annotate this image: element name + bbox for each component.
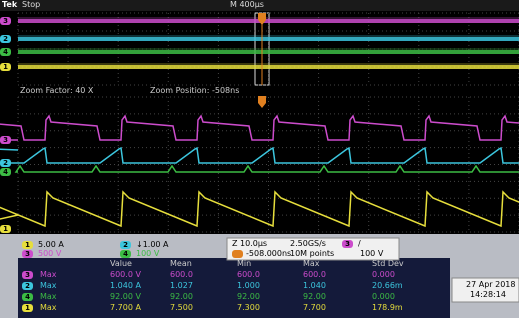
logo: Tek (2, 0, 17, 10)
channel-scale: 500 V (38, 249, 61, 259)
row-channel: 4 (22, 293, 33, 301)
table-cell: 600.0 (303, 270, 326, 280)
overview-channel-marker: 1 (0, 63, 11, 71)
zoom-scale: Z 10.0µs (232, 239, 267, 249)
overview-trace (18, 37, 519, 41)
timebase: M 400µs (230, 0, 264, 10)
table-cell: 1.000 (237, 281, 260, 291)
table-cell: 7.300 (237, 303, 260, 313)
table-header: Mean (170, 259, 192, 269)
trigger-source: 3 (342, 240, 353, 248)
row-channel: 3 (22, 271, 33, 279)
sample-rate: 2.50GS/s (290, 239, 326, 249)
overview-trace (18, 65, 519, 69)
channel-marker: 3 (0, 136, 11, 144)
table-cell: 7.700 A (110, 303, 141, 313)
table-cell: 1.040 (303, 281, 326, 291)
table-cell: 7.500 (170, 303, 193, 313)
overview-channel-marker: 2 (0, 35, 11, 43)
row-channel: 1 (22, 304, 33, 312)
channel-badge: 4 (120, 250, 131, 258)
channel-marker: 2 (0, 159, 11, 167)
overview-channel-marker: 4 (0, 48, 11, 56)
trigger-position: -508.000ns (246, 249, 291, 259)
channel-badge: 1 (22, 241, 33, 249)
channel-marker: 1 (0, 225, 11, 233)
table-cell: 600.0 (170, 270, 193, 280)
table-header: Value (110, 259, 132, 269)
table-header: Std Dev (372, 259, 404, 269)
date: 27 Apr 2018 (466, 280, 515, 290)
row-type: Max (40, 281, 57, 291)
table-cell: 1.027 (170, 281, 193, 291)
table-cell: 92.00 (237, 292, 260, 302)
table-cell: 1.040 A (110, 281, 141, 291)
trigger-level: 100 V (360, 249, 383, 259)
row-type: Max (40, 303, 57, 313)
table-cell: 7.700 (303, 303, 326, 313)
row-type: Max (40, 270, 57, 280)
channel-badge: 3 (22, 250, 33, 258)
trigger-badge (232, 250, 243, 258)
table-header: Min (237, 259, 251, 269)
overview-trace (18, 50, 519, 54)
row-type: Max (40, 292, 57, 302)
oscilloscope-screen: Tek Stop M 400µs Zoom Factor: 40 X Zoom … (0, 0, 519, 318)
record-length: 10M points (290, 249, 334, 259)
overview-trace (18, 19, 519, 23)
table-cell: 600.0 V (110, 270, 141, 280)
time: 14:28:14 (470, 290, 506, 300)
channel-marker: 4 (0, 168, 11, 176)
table-header: Max (303, 259, 320, 269)
acq-state: Stop (22, 0, 40, 10)
table-cell: 600.0 (237, 270, 260, 280)
table-cell: 20.66m (372, 281, 403, 291)
table-cell: 92.00 (170, 292, 193, 302)
channel-badge: 2 (120, 241, 131, 249)
trigger-slope: / (358, 239, 361, 249)
table-cell: 0.000 (372, 292, 395, 302)
table-cell: 92.00 (303, 292, 326, 302)
row-channel: 2 (22, 282, 33, 290)
overview-channel-marker: 3 (0, 17, 11, 25)
zoom-position: Zoom Position: -508ns (150, 86, 239, 96)
table-cell: 178.9m (372, 303, 403, 313)
channel-scale: 100 V (136, 249, 159, 259)
table-cell: 92.00 V (110, 292, 141, 302)
table-cell: 0.000 (372, 270, 395, 280)
zoom-factor: Zoom Factor: 40 X (20, 86, 93, 96)
